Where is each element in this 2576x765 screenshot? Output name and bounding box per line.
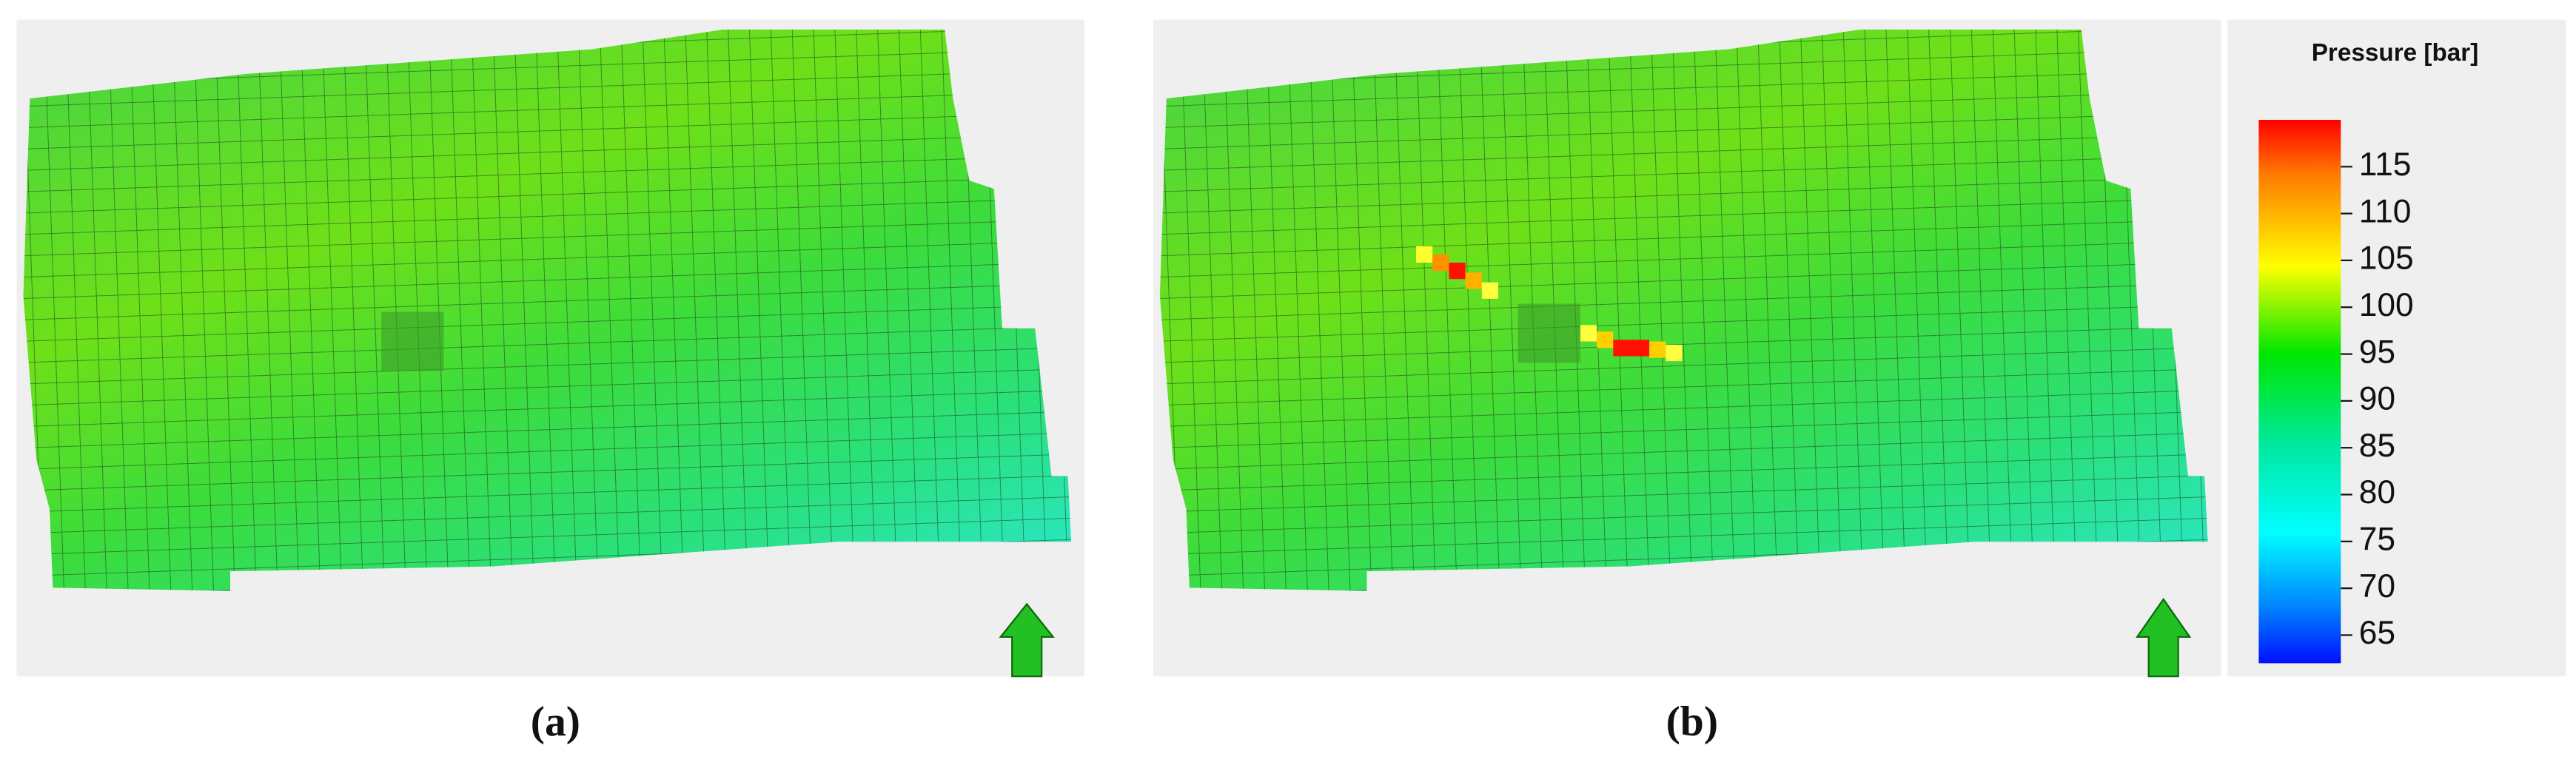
panel-label: (a) — [531, 698, 580, 745]
panel-label: (b) — [1666, 698, 1719, 745]
tick-label: 110 — [2359, 193, 2412, 229]
well-zone — [381, 311, 444, 371]
colorbar: Pressure [bar] 65 70 75 80 85 90 95 100 105 110 11… — [2227, 19, 2566, 677]
tick-label: 95 — [2359, 334, 2395, 370]
colorbar-title: Pressure [bar] — [2312, 39, 2479, 67]
tick-label: 100 — [2359, 287, 2414, 323]
tick-label: 85 — [2359, 428, 2395, 464]
colorbar-scale — [2258, 119, 2341, 664]
tick-label: 90 — [2359, 381, 2395, 417]
hot-spots — [1416, 246, 1683, 362]
north-arrow — [999, 602, 1056, 678]
well-zone — [1517, 303, 1580, 363]
tick-label: 70 — [2359, 568, 2395, 604]
tick-label: 105 — [2359, 240, 2414, 277]
tick-label: 75 — [2359, 522, 2395, 558]
tick-label: 65 — [2359, 615, 2395, 651]
tick-label: 80 — [2359, 474, 2395, 510]
north-arrow — [2136, 597, 2192, 678]
grid-mesh — [23, 29, 1072, 591]
panel-a: (a) — [16, 19, 1084, 745]
grid-mesh — [1159, 29, 2208, 591]
tick-label: 115 — [2359, 146, 2412, 183]
panel-b: (b) — [1153, 19, 2221, 745]
